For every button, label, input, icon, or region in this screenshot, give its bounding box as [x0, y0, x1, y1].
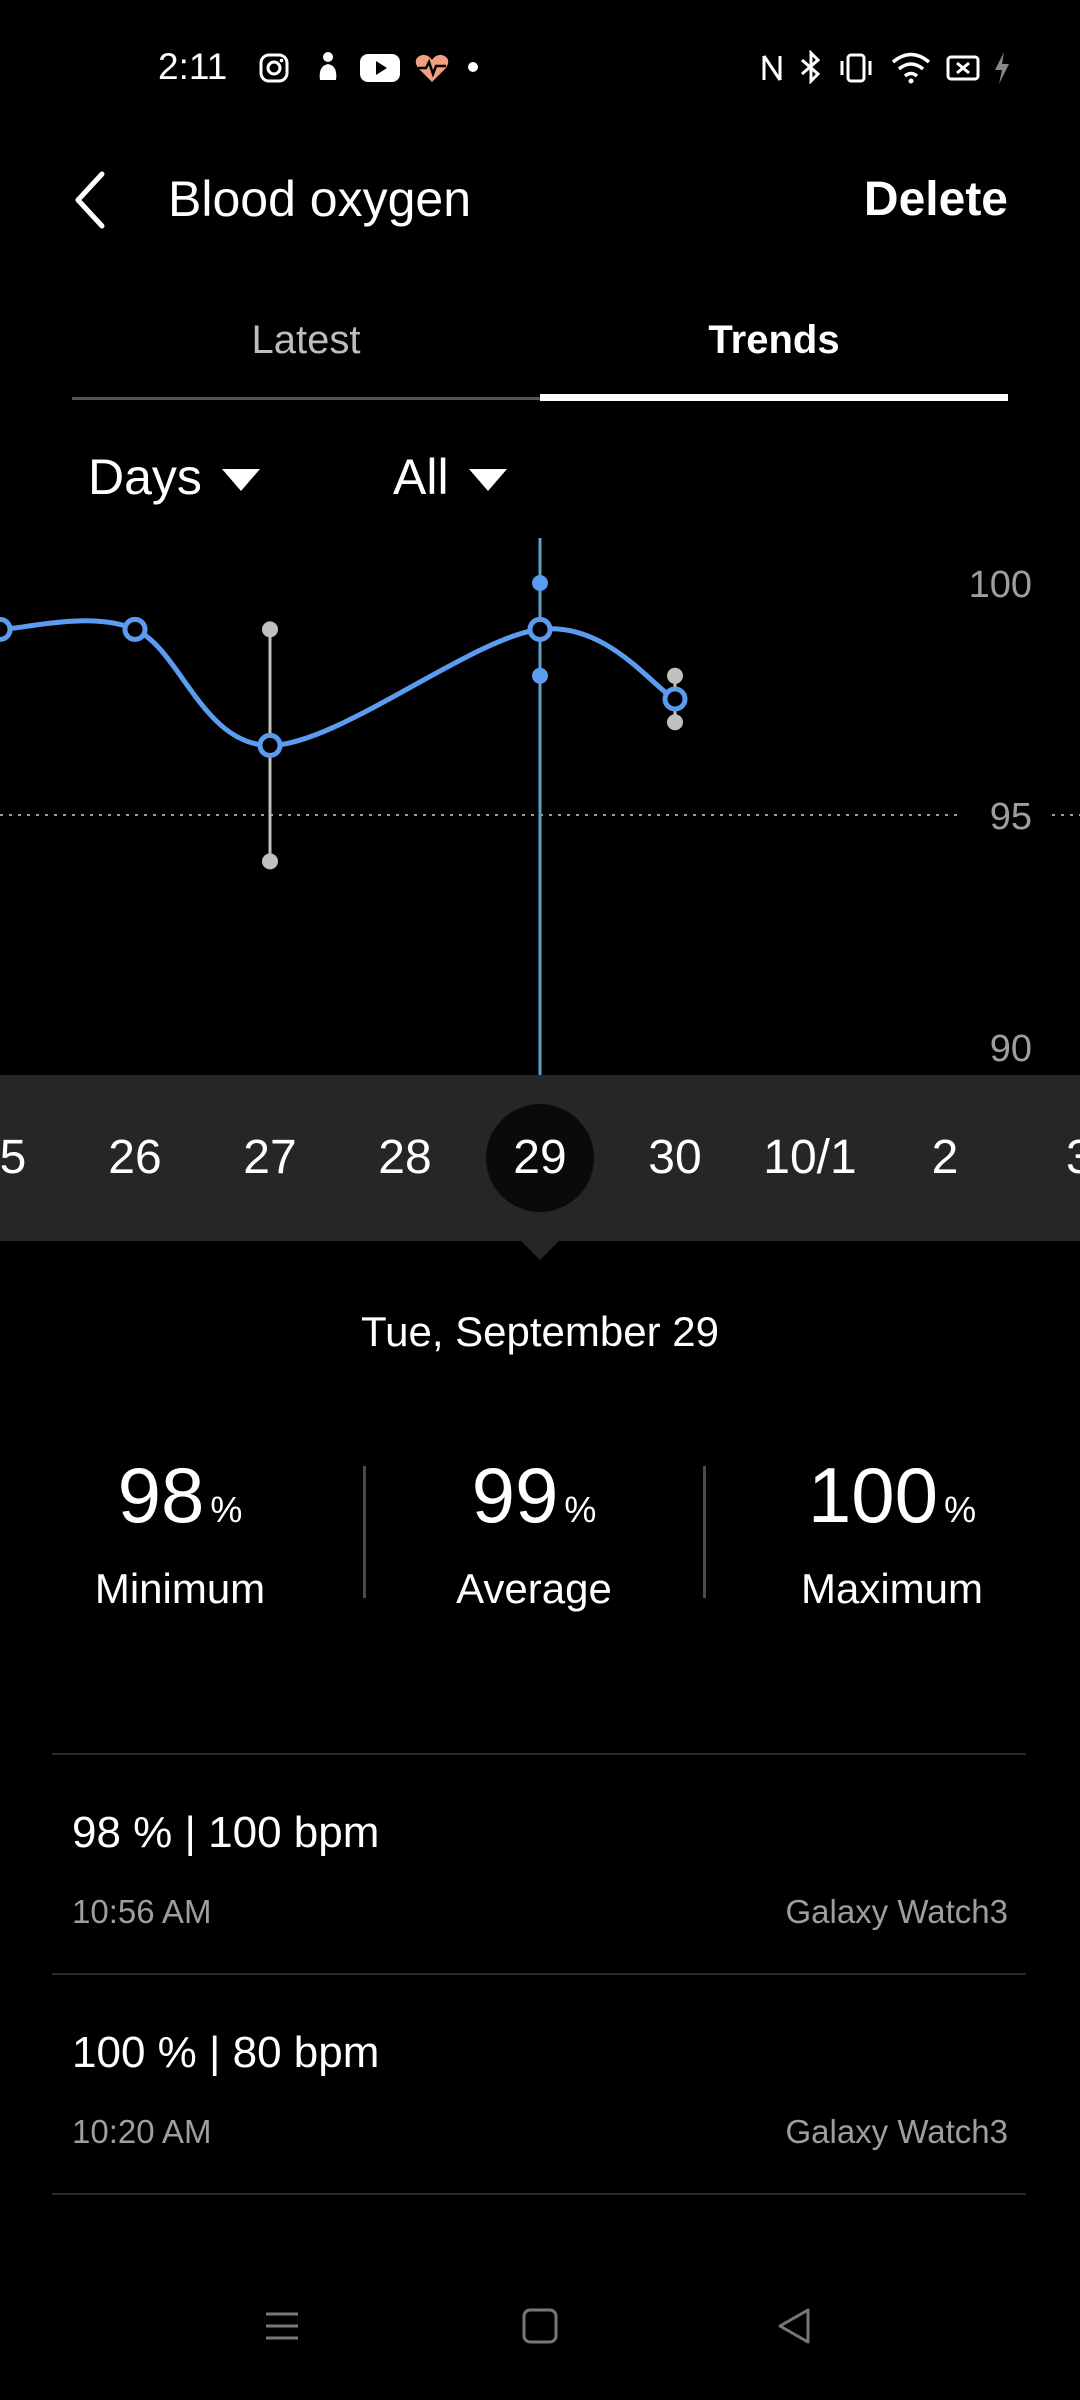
- record-time: 10:56 AM: [72, 1893, 212, 1930]
- home-icon[interactable]: [520, 2306, 560, 2346]
- period-dropdown[interactable]: Days: [88, 448, 260, 506]
- date-item[interactable]: 2: [931, 1131, 959, 1184]
- date-item[interactable]: 3: [1066, 1131, 1080, 1184]
- tab-latest[interactable]: Latest: [251, 318, 361, 362]
- source-dropdown-label: All: [393, 449, 449, 505]
- date-item-selected[interactable]: 29: [513, 1131, 567, 1184]
- dot-icon: [468, 62, 478, 72]
- nfc-icon: [762, 55, 782, 81]
- trend-chart[interactable]: 100 95 90: [0, 530, 1080, 1075]
- date-item[interactable]: 27: [243, 1131, 297, 1184]
- battery-icon: [946, 55, 980, 81]
- date-item[interactable]: 10/1: [763, 1131, 857, 1184]
- average-point: [122, 616, 148, 642]
- max-point: [667, 667, 683, 684]
- instagram-icon: [259, 53, 289, 83]
- y-tick-label: 95: [990, 796, 1032, 838]
- min-point: [262, 853, 278, 870]
- wifi-icon: [891, 52, 931, 84]
- chevron-down-icon: [468, 469, 507, 491]
- youtube-icon: [360, 54, 400, 82]
- charging-icon: [995, 52, 1009, 84]
- average-point: [257, 732, 283, 758]
- health-icon: [415, 54, 449, 82]
- date-item[interactable]: 26: [108, 1131, 162, 1184]
- selected-date-label: Tue, September 29: [361, 1308, 719, 1355]
- y-tick-label: 100: [969, 564, 1032, 606]
- record-reading[interactable]: 98 % | 100 bpm: [72, 1808, 380, 1857]
- selected-date-highlight: [486, 1104, 594, 1212]
- divider: [52, 2193, 1026, 2195]
- delete-button[interactable]: Delete: [863, 173, 1008, 226]
- max-point: [532, 575, 548, 591]
- source-dropdown[interactable]: All: [393, 448, 507, 506]
- max-point: [262, 621, 278, 638]
- stat-value: 100: [807, 1451, 939, 1539]
- period-dropdown-label: Days: [88, 449, 202, 505]
- stat-average: 99% Average: [384, 1450, 684, 1613]
- average-point: [0, 616, 13, 642]
- date-item[interactable]: 28: [378, 1131, 432, 1184]
- record-time: 10:20 AM: [72, 2113, 212, 2150]
- min-point: [667, 714, 683, 731]
- status-time: 2:11: [158, 46, 228, 87]
- record-device: Galaxy Watch3: [785, 2113, 1008, 2150]
- page-title: Blood oxygen: [168, 171, 472, 227]
- recent-apps-icon[interactable]: [262, 2306, 302, 2346]
- stat-divider: [703, 1466, 706, 1598]
- stat-label: Minimum: [94, 1565, 266, 1612]
- min-point: [532, 667, 548, 684]
- stat-value: 98: [117, 1451, 205, 1539]
- record-device: Galaxy Watch3: [785, 1893, 1008, 1930]
- stat-maximum: 100% Maximum: [742, 1450, 1042, 1613]
- vibrate-icon: [840, 53, 872, 83]
- stat-unit: %: [210, 1489, 243, 1530]
- tab-trends[interactable]: Trends: [708, 318, 840, 362]
- chevron-down-icon: [221, 469, 260, 491]
- average-point: [662, 686, 688, 712]
- date-item[interactable]: 30: [648, 1131, 702, 1184]
- date-pointer: [520, 1240, 560, 1260]
- notification-icon: [319, 52, 337, 80]
- stat-unit: %: [944, 1489, 977, 1530]
- stat-label: Maximum: [800, 1565, 983, 1612]
- divider: [52, 1753, 1026, 1755]
- stat-unit: %: [564, 1489, 597, 1530]
- tab-selected-indicator: [540, 394, 1008, 401]
- y-tick-label: 90: [990, 1028, 1032, 1070]
- record-reading[interactable]: 100 % | 80 bpm: [72, 2028, 380, 2077]
- stat-label: Average: [456, 1565, 612, 1612]
- stat-value: 99: [471, 1451, 559, 1539]
- divider: [52, 1973, 1026, 1975]
- stat-minimum: 98% Minimum: [30, 1450, 330, 1613]
- series-line: [0, 618, 677, 748]
- average-point: [527, 616, 553, 642]
- back-button[interactable]: [60, 160, 130, 240]
- stat-divider: [363, 1466, 366, 1598]
- back-nav-icon[interactable]: [774, 2306, 814, 2346]
- date-item[interactable]: 5: [0, 1131, 27, 1184]
- bluetooth-icon: [801, 50, 821, 84]
